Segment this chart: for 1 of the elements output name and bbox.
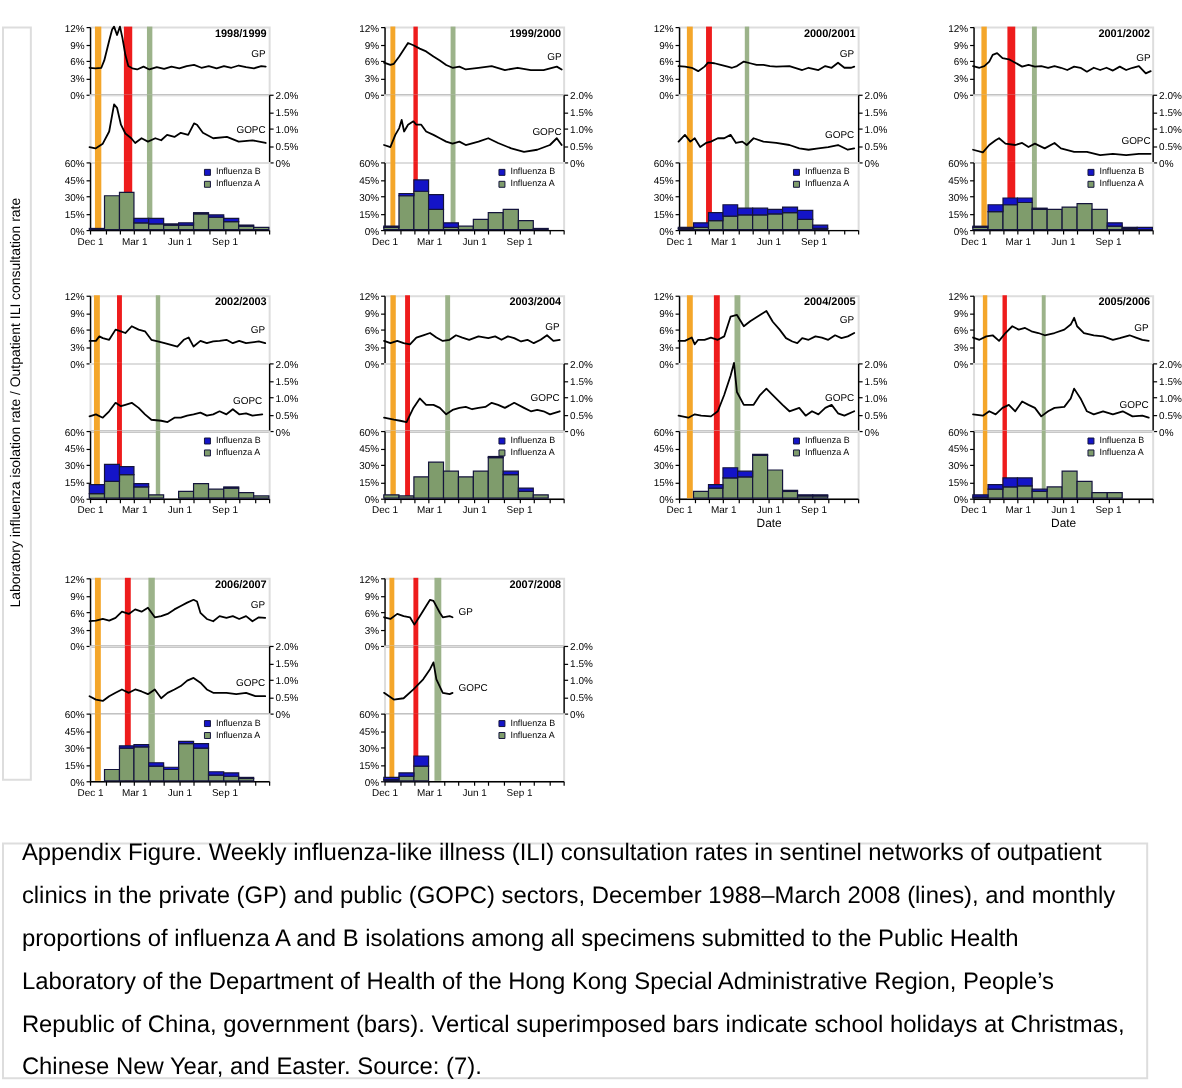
text: Appendix Figure. Weekly influenza-like illness (ILI) consultation rates in sentinel networks of outpatient clinics in the private (GP) and public (GOPC) sectors, December 1988–March 2008 (lines), and monthly proportions of influenza A and B isolations among all specimens submitted to the Public Health Laboratory of the Department of Health of the Hong Kong Special Administrative Region, People’s Republic of China, government (bars). Vertical superimposed bars indicate school holidays at Christmas, Chinese New Year, and Easter. Source: (7).	[21, 838, 1125, 1081]
